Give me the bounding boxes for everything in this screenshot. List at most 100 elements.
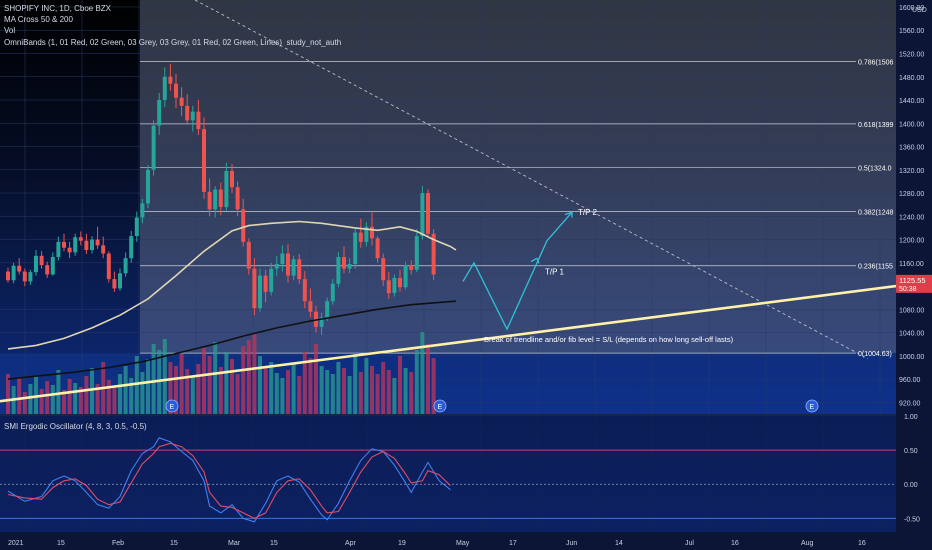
projection-path (462, 211, 573, 331)
candle-body (403, 265, 408, 288)
candle-body (319, 317, 324, 327)
candle-body (134, 217, 139, 237)
volume-bar (392, 378, 397, 414)
candle-body (308, 301, 313, 312)
volume-bar (106, 380, 111, 414)
earnings-marker (805, 399, 819, 413)
volume-bar (185, 369, 190, 414)
volume-bar (151, 344, 156, 414)
candle-body (263, 275, 268, 292)
last-price-label: 1125.55 (899, 276, 926, 285)
volume-bar (336, 362, 341, 414)
candle-body (353, 232, 358, 264)
volume-bar (274, 373, 279, 414)
candle-body (258, 275, 262, 309)
candle-body (123, 258, 128, 274)
volume-bar (213, 342, 218, 414)
candle-body (330, 283, 335, 302)
candle-body (370, 226, 374, 239)
candle-body (347, 263, 352, 269)
volume-bar (134, 356, 139, 414)
price-scale (896, 0, 932, 532)
smi-tick-label: -0.50 (904, 516, 920, 523)
fib-label: 0(1004.63) (858, 351, 892, 358)
tp1-label: T/P 1 (545, 267, 565, 276)
y-tick-label: 1520.00 (899, 51, 924, 58)
volume-bar (112, 388, 117, 414)
candle-body (146, 169, 150, 204)
earnings-marker (165, 399, 179, 413)
volume-bar (62, 390, 66, 414)
candle-body (185, 105, 190, 121)
volume-bar (207, 356, 212, 414)
legend-smi[interactable]: SMI Ergodic Oscillator (4, 8, 3, 0.5, -0… (4, 422, 147, 431)
candle-body (224, 170, 229, 207)
volume-bar (230, 359, 234, 414)
candle-body (95, 239, 100, 246)
candle-body (196, 111, 201, 130)
fib-label: 0.236(1155 (858, 264, 893, 271)
volume-bar (17, 378, 22, 414)
volume-bar (252, 334, 257, 414)
candle-body (174, 83, 178, 98)
volume-bar (179, 354, 184, 414)
volume-bar (34, 376, 38, 414)
candle-body (392, 277, 397, 294)
candle-body (431, 233, 436, 275)
candle-body (252, 268, 257, 309)
earnings-label: E (810, 404, 815, 411)
volume-bar (325, 370, 330, 414)
y-tick-label: 1040.00 (899, 331, 924, 338)
candle-body (325, 301, 330, 318)
candle-body (73, 237, 78, 253)
smi-line (7, 437, 451, 523)
volume-bar (84, 376, 89, 414)
y-tick-label: 960.00 (899, 377, 921, 384)
uptrend-line (0, 284, 897, 403)
smi-signal-line (7, 442, 451, 520)
volume-bar (39, 389, 44, 414)
legend-volume[interactable]: Vol (4, 26, 16, 35)
candle-body (302, 279, 307, 302)
volume-bar (196, 364, 201, 414)
candle-body (235, 187, 240, 210)
volume-bar (140, 372, 145, 414)
smi-tick-label: 1.00 (904, 414, 918, 421)
y-tick-label: 1400.00 (899, 121, 924, 128)
legend-omnibands[interactable]: OmniBands (1, 01 Red, 02 Green, 03 Grey,… (4, 38, 341, 48)
ma200-line (7, 300, 457, 380)
earnings-label: E (438, 404, 443, 411)
volume-bar (174, 366, 178, 414)
volume-bar (190, 376, 195, 414)
volume-bar (370, 366, 374, 414)
fib-label: 0.618(1399 (858, 122, 894, 129)
volume-bar (146, 359, 150, 414)
volume-bar (162, 339, 167, 414)
volume-bar (28, 384, 33, 414)
x-tick-label: Apr (345, 540, 357, 547)
candle-body (409, 265, 414, 270)
candle-body (280, 253, 285, 264)
earnings-label: E (170, 404, 175, 411)
candle-body (269, 268, 274, 292)
volume-bar (73, 383, 78, 414)
volume-bar (297, 376, 302, 414)
volume-bar (342, 368, 346, 414)
candle-body (230, 170, 234, 188)
legend-symbol[interactable]: SHOPIFY INC, 1D, Cboe BZX (4, 4, 111, 13)
volume-bar (56, 370, 61, 414)
legend-ma-cross[interactable]: MA Cross 50 & 200 (4, 15, 73, 24)
legend-study-note: study_not_auth (286, 38, 342, 47)
y-tick-label: 1360.00 (899, 145, 924, 152)
x-tick-label: 2021 (8, 540, 24, 547)
x-tick-label: 15 (170, 540, 178, 547)
volume-bar (129, 378, 134, 414)
volume-bar (202, 348, 206, 414)
countdown-label: 50:38 (899, 286, 917, 293)
candle-body (398, 277, 402, 288)
x-tick-label: 15 (270, 540, 278, 547)
candle-body (291, 259, 296, 276)
volume-bar (218, 367, 223, 414)
candle-body (34, 255, 38, 273)
